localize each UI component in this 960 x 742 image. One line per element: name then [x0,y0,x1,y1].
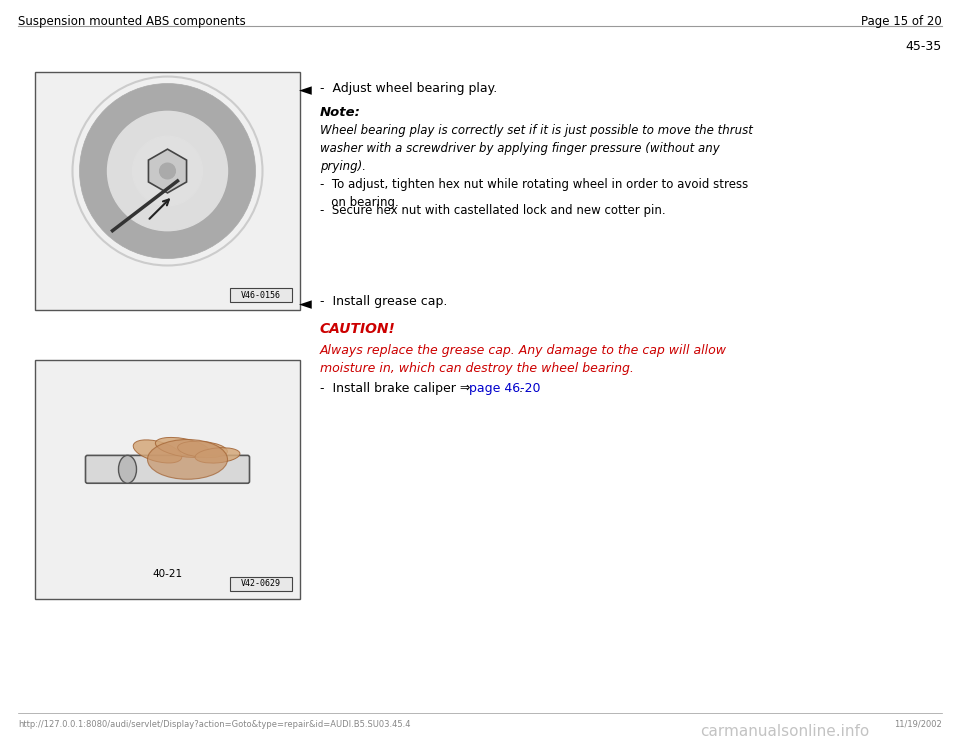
Text: V46-0156: V46-0156 [241,291,281,300]
Ellipse shape [148,439,228,479]
Text: Page 15 of 20: Page 15 of 20 [861,15,942,28]
Ellipse shape [178,441,228,458]
Text: 11/19/2002: 11/19/2002 [895,720,942,729]
Text: Suspension mounted ABS components: Suspension mounted ABS components [18,15,246,28]
Text: -  Install brake caliper ⇒: - Install brake caliper ⇒ [320,382,474,395]
Text: -  Secure hex nut with castellated lock and new cotter pin.: - Secure hex nut with castellated lock a… [320,204,665,217]
Circle shape [108,111,228,231]
Ellipse shape [133,440,181,463]
Circle shape [159,163,176,179]
Bar [230,289,292,302]
Circle shape [80,84,255,258]
Text: CAUTION!: CAUTION! [320,322,396,336]
Bar [35,360,300,599]
Text: V42-0629: V42-0629 [241,580,281,588]
Text: 40-21: 40-21 [153,568,182,579]
Text: Wheel bearing play is correctly set if it is just possible to move the thrust
wa: Wheel bearing play is correctly set if i… [320,125,753,174]
Text: ◄: ◄ [299,82,311,99]
Text: .: . [515,382,523,395]
FancyBboxPatch shape [85,456,250,483]
Text: page 46-20: page 46-20 [469,382,540,395]
Text: Note:: Note: [320,106,361,119]
Text: carmanualsonline.info: carmanualsonline.info [700,724,869,739]
Text: -  Adjust wheel bearing play.: - Adjust wheel bearing play. [320,82,497,94]
Ellipse shape [156,438,209,458]
Polygon shape [149,149,186,193]
Ellipse shape [118,456,136,483]
Bar [230,577,292,591]
Text: Always replace the grease cap. Any damage to the cap will allow
moisture in, whi: Always replace the grease cap. Any damag… [320,344,727,375]
Text: -  Install grease cap.: - Install grease cap. [320,295,447,309]
Text: 45-35: 45-35 [905,40,942,53]
Ellipse shape [195,447,240,463]
Bar [35,71,300,310]
Text: -  To adjust, tighten hex nut while rotating wheel in order to avoid stress
   o: - To adjust, tighten hex nut while rotat… [320,178,748,209]
Circle shape [132,137,203,206]
Text: ◄: ◄ [299,295,311,313]
Text: http://127.0.0.1:8080/audi/servlet/Display?action=Goto&type=repair&id=AUDI.B5.SU: http://127.0.0.1:8080/audi/servlet/Displ… [18,720,411,729]
